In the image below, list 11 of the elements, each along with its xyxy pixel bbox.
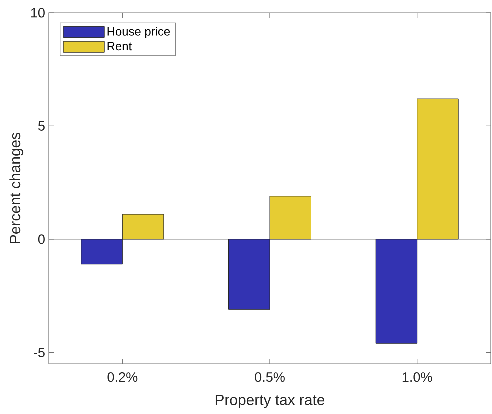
y-tick-label: 0 bbox=[38, 234, 45, 244]
x-tick-label: 1.0% bbox=[402, 372, 432, 382]
x-axis-title: Property tax rate bbox=[216, 394, 325, 408]
y-tick-label: 10 bbox=[31, 8, 45, 18]
y-axis-title: Percent changes bbox=[10, 133, 24, 244]
x-tick-label: 0.5% bbox=[255, 372, 285, 382]
x-tick-label: 0.2% bbox=[108, 372, 138, 382]
y-tick-label: -5 bbox=[34, 348, 45, 358]
legend-label: Rent bbox=[108, 42, 132, 51]
y-tick-label: 5 bbox=[38, 122, 45, 131]
legend-label: House price bbox=[108, 27, 170, 38]
